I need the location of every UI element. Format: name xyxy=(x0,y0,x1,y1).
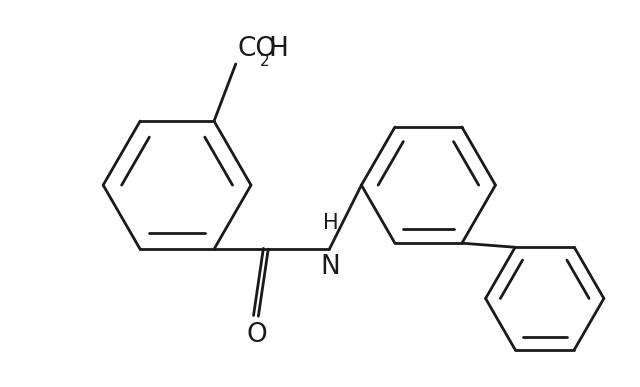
Text: O: O xyxy=(246,322,267,348)
Text: H: H xyxy=(323,213,338,233)
Text: N: N xyxy=(321,254,340,280)
Text: CO: CO xyxy=(237,36,277,62)
Text: H: H xyxy=(269,36,289,62)
Text: 2: 2 xyxy=(260,53,269,68)
